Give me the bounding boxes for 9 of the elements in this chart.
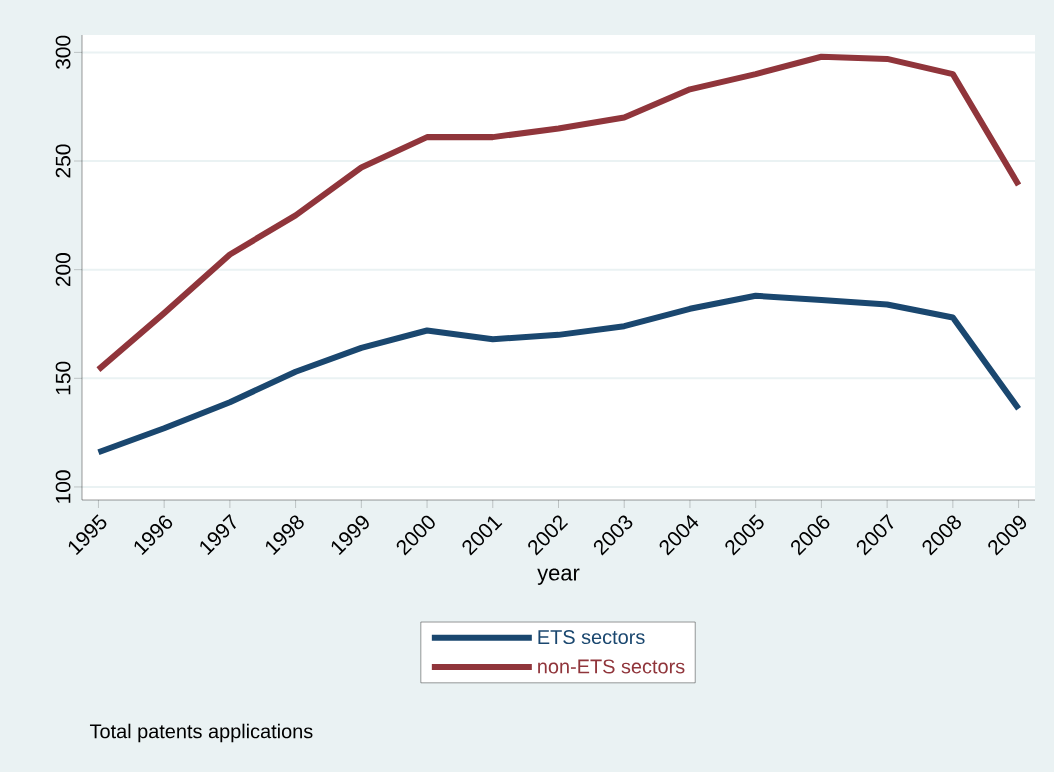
y-tick-label: 300 bbox=[55, 35, 71, 70]
x-axis-title: year bbox=[537, 568, 580, 585]
text: non-ETS sectors bbox=[538, 659, 685, 674]
y-tick-label: 150 bbox=[55, 361, 71, 395]
text: Total patents applications bbox=[89, 723, 313, 743]
y-tick-label: 200 bbox=[55, 253, 71, 287]
y-tick-label: 100 bbox=[55, 470, 71, 503]
y-tick-label: 250 bbox=[55, 144, 71, 178]
text: ETS sectors bbox=[538, 630, 645, 645]
